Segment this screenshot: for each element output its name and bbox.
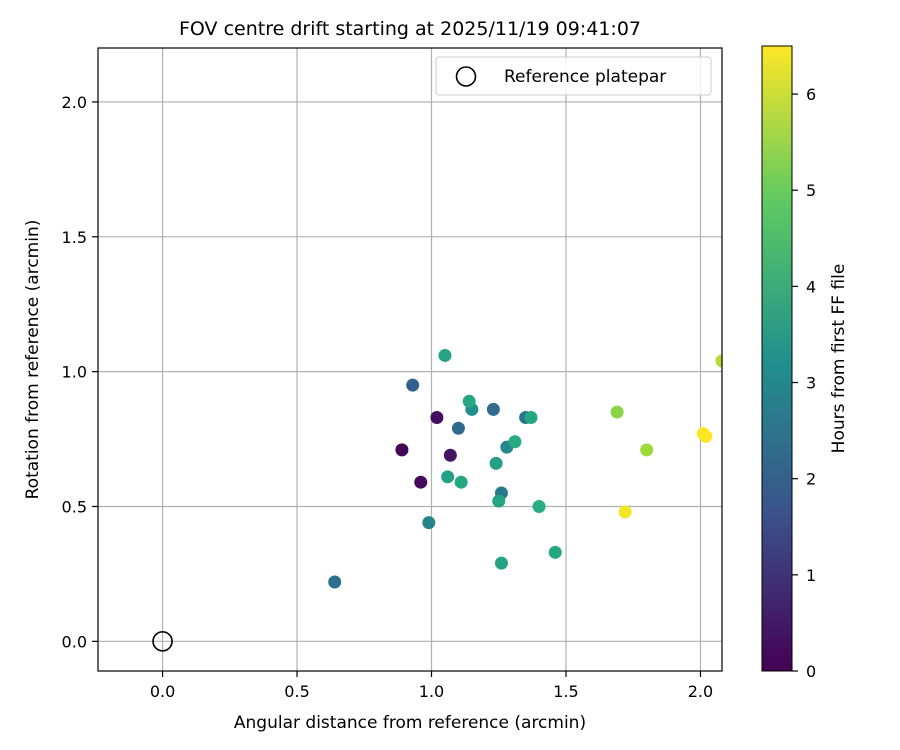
y-tick-label: 0.5 [62,497,87,516]
x-axis-ticks: 0.0 0.5 1.0 1.5 2.0 [150,671,713,701]
data-point [548,545,562,559]
data-point [422,516,436,530]
data-point [524,410,538,424]
x-tick-label: 1.5 [553,682,578,701]
data-point [430,410,444,424]
y-tick-label: 0.0 [62,632,87,651]
data-point [699,429,713,443]
legend-marker-icon [455,66,477,87]
colorbar-label: Hours from first FF file [829,264,849,454]
data-point [715,354,722,368]
data-point [610,405,624,419]
data-point [532,499,546,513]
data-point [451,421,465,435]
data-point [438,348,452,362]
data-points [328,348,722,589]
colorbar: 0 1 2 3 4 5 6 Hours from first FF file [761,45,849,681]
x-tick-label: 1.0 [419,682,444,701]
data-point [414,475,428,489]
data-point [443,448,457,462]
colorbar-tick-label: 5 [806,181,816,200]
legend-label: Reference platepar [504,67,666,87]
data-point [489,456,503,470]
data-point [508,435,522,449]
colorbar-gradient [761,45,793,672]
data-point [406,378,420,392]
data-point [640,443,654,457]
data-point [328,575,342,589]
data-point [395,443,409,457]
plot-area-frame [97,47,723,672]
x-tick-label: 0.0 [150,682,175,701]
colorbar-tick-label: 2 [806,470,816,489]
colorbar-tick-label: 3 [806,374,816,393]
y-tick-label: 1.0 [62,363,87,382]
data-point [494,556,508,570]
x-tick-label: 0.5 [284,682,309,701]
reference-point-marker [152,631,173,652]
y-axis-ticks: 0.0 0.5 1.0 1.5 2.0 [62,93,98,651]
colorbar-tick-label: 4 [806,277,816,296]
grid-lines [98,48,722,671]
colorbar-tick-label: 6 [806,85,816,104]
y-tick-label: 2.0 [62,93,87,112]
data-point [462,394,476,408]
colorbar-tick-label: 1 [806,566,816,585]
colorbar-tick-label: 0 [806,662,816,681]
chart-title: FOV centre drift starting at 2025/11/19 … [179,18,641,40]
data-point [486,402,500,416]
x-axis-label: Angular distance from reference (arcmin) [234,713,586,733]
data-point [454,475,468,489]
colorbar-ticks: 0 1 2 3 4 5 6 [792,85,816,681]
data-point [492,494,506,508]
data-point [618,505,632,519]
data-point [441,470,455,484]
y-axis-label: Rotation from reference (arcmin) [23,220,43,500]
y-tick-label: 1.5 [62,228,87,247]
legend: Reference platepar [435,56,712,96]
legend-box [435,56,712,96]
x-tick-label: 2.0 [688,682,713,701]
